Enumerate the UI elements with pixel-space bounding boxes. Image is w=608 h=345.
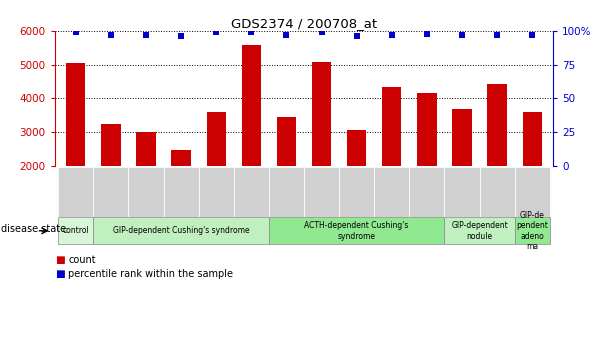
Bar [312,62,331,166]
Bar [277,117,296,166]
FancyBboxPatch shape [409,167,444,217]
FancyBboxPatch shape [199,167,234,217]
FancyBboxPatch shape [444,217,514,244]
Bar [241,45,261,166]
Text: ■: ■ [55,256,64,265]
Bar [171,150,191,166]
FancyBboxPatch shape [94,217,269,244]
FancyBboxPatch shape [514,217,550,244]
FancyBboxPatch shape [164,167,199,217]
FancyBboxPatch shape [94,167,128,217]
Bar [417,92,437,166]
Bar [347,130,366,166]
Text: control: control [63,226,89,235]
Text: ACTH-dependent Cushing's
syndrome: ACTH-dependent Cushing's syndrome [305,221,409,240]
Text: disease state: disease state [1,224,66,234]
Bar [102,124,120,166]
Text: count: count [68,256,95,265]
Bar [452,109,472,166]
FancyBboxPatch shape [374,167,409,217]
FancyBboxPatch shape [269,167,304,217]
FancyBboxPatch shape [58,217,94,244]
Text: GIP-dependent
nodule: GIP-dependent nodule [451,221,508,240]
FancyBboxPatch shape [128,167,164,217]
FancyBboxPatch shape [339,167,374,217]
FancyBboxPatch shape [304,167,339,217]
Bar [207,112,226,166]
Bar [488,84,506,166]
FancyBboxPatch shape [269,217,444,244]
Text: GIP-dependent Cushing's syndrome: GIP-dependent Cushing's syndrome [113,226,249,235]
Text: percentile rank within the sample: percentile rank within the sample [68,269,233,279]
FancyBboxPatch shape [444,167,480,217]
FancyBboxPatch shape [514,167,550,217]
Bar [522,112,542,166]
FancyBboxPatch shape [58,167,94,217]
Text: GIP-de
pendent
adeno
ma: GIP-de pendent adeno ma [516,211,548,251]
FancyBboxPatch shape [234,167,269,217]
Bar [66,63,86,166]
Bar [382,87,401,166]
Text: ■: ■ [55,269,64,279]
FancyBboxPatch shape [480,167,514,217]
Bar [136,132,156,166]
Title: GDS2374 / 200708_at: GDS2374 / 200708_at [231,17,377,30]
